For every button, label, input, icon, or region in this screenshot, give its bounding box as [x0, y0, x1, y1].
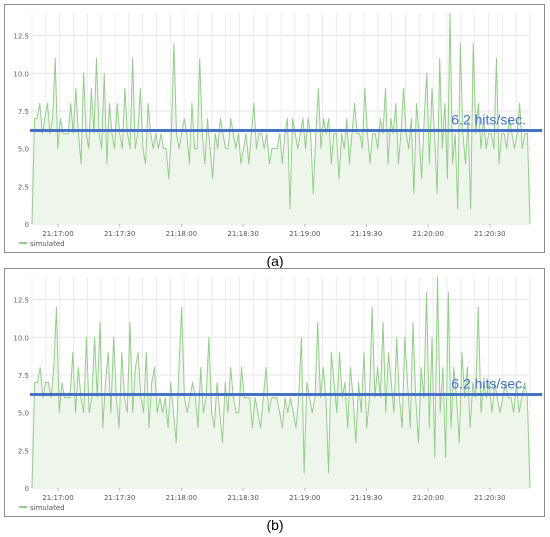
x-tick-label: 21:20:30 [474, 494, 505, 502]
x-tick-label: 21:17:30 [104, 494, 135, 502]
x-tick-label: 21:17:00 [42, 494, 73, 502]
y-tick-label: 0 [25, 221, 29, 229]
x-tick-label: 21:18:00 [166, 494, 197, 502]
y-tick-label: 10.0 [13, 70, 29, 78]
legend-label: simulated [30, 240, 65, 248]
x-tick-label: 21:19:30 [351, 494, 382, 502]
x-tick-label: 21:19:00 [289, 494, 320, 502]
chart-panel-a: 0 2.5 5.0 7.5 10.0 12.5 21:17:00 21:17:30 21:18:… [4, 4, 545, 253]
chart-panel-b: 0 2.5 5.0 7.5 10.0 12.5 21:17:00 21:17:30 21:18:… [4, 268, 545, 517]
threshold-label: 6.2 hits/sec. [451, 376, 526, 392]
x-tick-label: 21:19:00 [289, 230, 320, 238]
y-tick-label: 7.5 [18, 372, 29, 380]
y-tick-label: 0 [25, 485, 29, 493]
series-line [31, 12, 531, 225]
series-area [32, 13, 530, 224]
chart-b-svg: 0 2.5 5.0 7.5 10.0 12.5 21:17:00 21:17:30 21:18:… [13, 276, 542, 512]
x-tick-label: 21:17:30 [104, 230, 135, 238]
y-tick-label: 7.5 [18, 108, 29, 116]
y-tick-label: 5.0 [18, 146, 29, 154]
x-tick-label: 21:20:00 [412, 494, 443, 502]
y-tick-label: 2.5 [18, 183, 29, 191]
y-tick-label: 12.5 [13, 297, 29, 305]
series-area [32, 277, 530, 488]
x-tick-label: 21:19:30 [351, 230, 382, 238]
series-line [31, 276, 531, 489]
x-tick-label: 21:20:00 [412, 230, 443, 238]
y-tick-label: 10.0 [13, 334, 29, 342]
x-tick-label: 21:20:30 [474, 230, 505, 238]
x-tick-label: 21:17:00 [42, 230, 73, 238]
x-tick-label: 21:18:30 [227, 494, 258, 502]
x-tick-label: 21:18:00 [166, 230, 197, 238]
caption-b: (b) [266, 517, 284, 533]
caption-a: (a) [266, 253, 284, 269]
y-tick-label: 2.5 [18, 447, 29, 455]
legend-label: simulated [30, 504, 65, 512]
y-tick-label: 5.0 [18, 410, 29, 418]
x-tick-label: 21:18:30 [227, 230, 258, 238]
y-tick-label: 12.5 [13, 33, 29, 41]
chart-a-svg: 0 2.5 5.0 7.5 10.0 12.5 21:17:00 21:17:30 21:18:… [13, 12, 542, 248]
threshold-label: 6.2 hits/sec. [451, 112, 526, 128]
